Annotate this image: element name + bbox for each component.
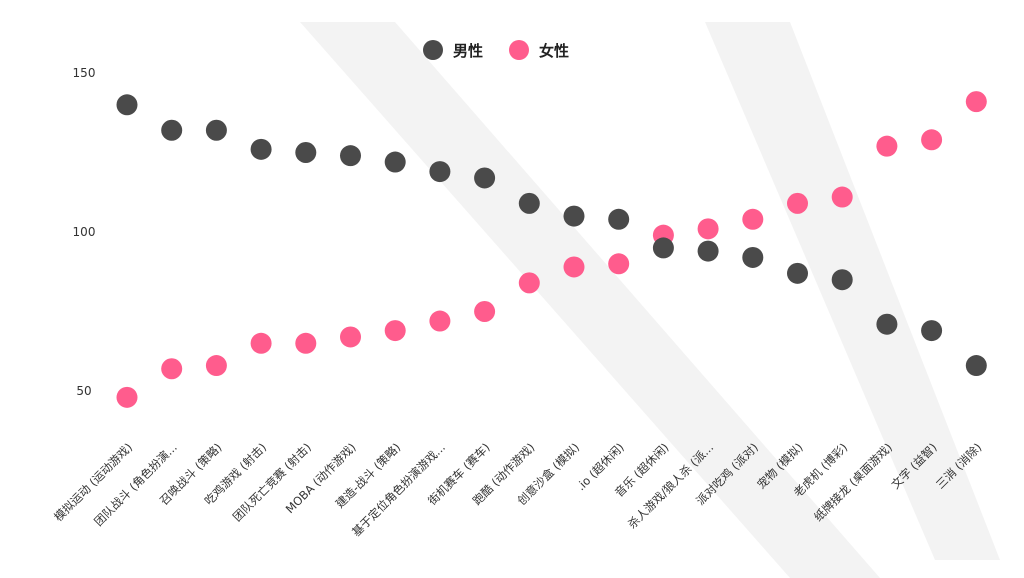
point-male: [205, 119, 227, 141]
background-watermark: [300, 22, 1000, 578]
point-female: [742, 208, 764, 230]
point-female: [116, 386, 138, 408]
point-male: [340, 145, 361, 167]
point-male: [608, 208, 630, 230]
point-male: [921, 320, 943, 342]
legend-marker: [509, 40, 529, 60]
point-female: [340, 326, 361, 348]
point-female: [384, 320, 406, 342]
legend-marker: [423, 40, 443, 60]
point-female: [831, 186, 853, 208]
point-female: [474, 301, 496, 322]
y-tick-label: 50: [76, 384, 91, 398]
x-category-label: 杀人游戏/狼人杀 (派...: [625, 440, 716, 531]
point-male: [876, 313, 898, 335]
legend-label: 男性: [453, 42, 483, 60]
point-female: [429, 310, 451, 332]
point-male: [831, 269, 853, 291]
data-points: [116, 91, 987, 408]
legend-label: 女性: [539, 42, 569, 60]
point-female: [295, 332, 317, 354]
y-tick-label: 100: [73, 225, 96, 239]
point-male: [787, 262, 808, 284]
point-male: [384, 151, 406, 173]
point-male: [295, 142, 317, 163]
point-male: [563, 205, 585, 227]
y-axis: 50 100 150: [73, 66, 96, 398]
y-tick-label: 150: [73, 66, 96, 80]
x-category-label: 团队死亡竞赛 (射击): [230, 440, 314, 524]
point-female: [697, 218, 719, 240]
point-male: [116, 94, 138, 116]
point-male: [742, 246, 764, 268]
x-category-label: 纸牌接龙 (桌面游戏): [811, 440, 895, 524]
point-male: [652, 237, 674, 259]
point-female: [965, 91, 987, 113]
point-male: [518, 192, 540, 214]
point-male: [250, 138, 272, 160]
point-female: [518, 272, 540, 294]
x-category-label: 模拟运动 (运动游戏): [51, 440, 135, 524]
point-female: [608, 253, 630, 275]
x-category-label: 团队战斗 (角色扮演...: [91, 440, 179, 528]
point-female: [205, 355, 227, 377]
point-female: [250, 332, 272, 354]
x-axis-labels: 模拟运动 (运动游戏)团队战斗 (角色扮演...召唤战斗 (策略)吃鸡游戏 (射…: [51, 440, 984, 539]
point-female: [876, 135, 898, 157]
point-male: [965, 355, 987, 377]
point-male: [429, 161, 451, 183]
legend: 男性 女性: [423, 40, 569, 60]
point-female: [787, 192, 808, 214]
point-male: [474, 167, 496, 189]
point-female: [161, 358, 183, 380]
point-male: [697, 240, 719, 262]
point-female: [563, 256, 585, 278]
point-male: [161, 119, 183, 141]
point-female: [921, 129, 943, 151]
